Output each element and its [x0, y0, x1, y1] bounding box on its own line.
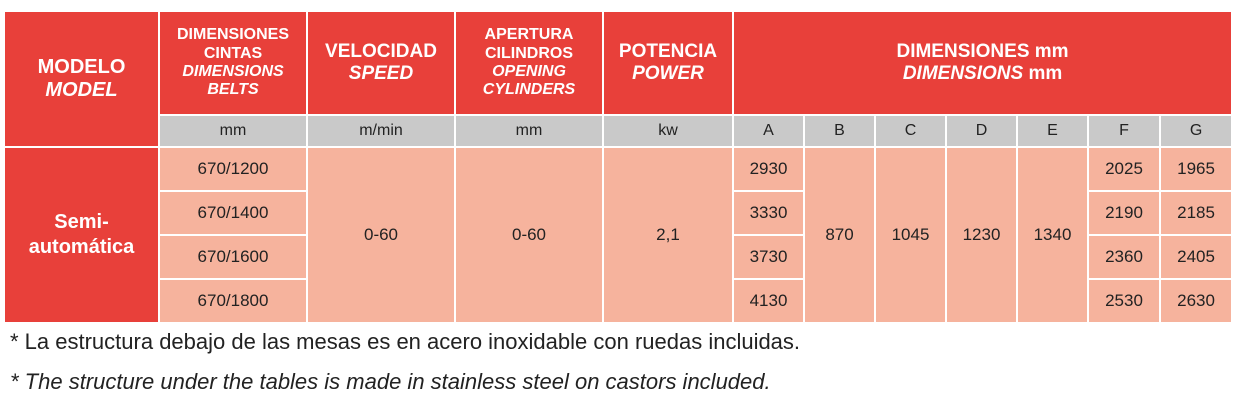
power-value-cell: 2,1: [602, 146, 734, 324]
model-name-line2: automática: [28, 236, 135, 258]
data-row: Semi- automática 670/1200 0-60 0-60 2,1 …: [3, 146, 1233, 324]
header-dimensions-en-word: DIMENSIONS: [902, 63, 1024, 84]
dim-f-cell: 2360: [1087, 234, 1161, 280]
header-model-es: MODELO: [37, 56, 126, 78]
header-opening-en-1: OPENING: [492, 63, 566, 80]
unit-opening: mm: [454, 114, 604, 148]
header-speed: VELOCIDAD SPEED: [306, 10, 456, 116]
dim-e-cell: 1340: [1016, 146, 1089, 324]
unit-dim-d: D: [945, 114, 1018, 148]
header-opening-es-1: APERTURA: [484, 26, 574, 44]
dim-g-cell: 2630: [1158, 278, 1233, 324]
model-name-cell: Semi- automática: [3, 146, 160, 324]
dim-f-cell: 2530: [1087, 278, 1161, 324]
unit-belts: mm: [158, 114, 308, 148]
model-name-line1: Semi-: [54, 211, 109, 233]
dim-g-cell: 1965: [1158, 146, 1233, 192]
dim-f-cell: 2190: [1087, 190, 1161, 236]
header-belts-en-2: BELTS: [207, 81, 259, 99]
header-speed-es: VELOCIDAD: [325, 41, 437, 63]
header-opening-en-2: CYLINDERS: [482, 81, 576, 99]
belt-size-cell: 670/1600: [158, 234, 308, 280]
header-power: POTENCIA POWER: [602, 10, 734, 116]
header-model: MODELO MODEL: [3, 10, 160, 148]
data-row: 670/1800 4130 2530 2630: [4, 278, 1233, 324]
header-belts: DIMENSIONES CINTAS DIMENSIONS BELTS: [158, 10, 308, 116]
dim-a-cell: 4130: [732, 278, 805, 324]
header-model-en: MODEL: [45, 79, 118, 101]
spec-table: MODELO MODEL DIMENSIONES CINTAS DIMENSIO…: [3, 10, 1233, 324]
header-dimensions-es: DIMENSIONES mm: [896, 41, 1069, 63]
unit-power: kw: [602, 114, 734, 148]
note-spanish: * La estructura debajo de las mesas es e…: [10, 329, 801, 354]
header-belts-es-2: CINTAS: [203, 44, 263, 62]
header-dimensions-en: DIMENSIONS mm: [734, 63, 1231, 85]
data-row: 670/1600 3730 2360 2405: [4, 234, 1233, 280]
unit-dim-g: G: [1158, 114, 1233, 148]
unit-speed: m/min: [306, 114, 456, 148]
dim-a-cell: 3330: [732, 190, 805, 236]
dim-f-cell: 2025: [1087, 146, 1161, 192]
unit-row: mm m/min mm kw A B C D E F G: [4, 114, 1233, 148]
header-opening-es-2: CILINDROS: [485, 44, 573, 62]
speed-value-cell: 0-60: [306, 146, 456, 324]
belt-size-cell: 670/1400: [158, 190, 308, 236]
header-speed-en: SPEED: [348, 63, 414, 84]
dim-a-cell: 3730: [732, 234, 805, 280]
note-english: * The structure under the tables is made…: [10, 369, 771, 394]
dim-b-cell: 870: [803, 146, 876, 324]
dim-d-cell: 1230: [945, 146, 1018, 324]
header-opening: APERTURA CILINDROS OPENING CYLINDERS: [454, 10, 604, 116]
data-row: 670/1400 3330 2190 2185: [4, 190, 1233, 236]
belt-size-cell: 670/1200: [158, 146, 308, 192]
unit-dim-e: E: [1016, 114, 1089, 148]
dim-a-cell: 2930: [732, 146, 805, 192]
header-belts-en-1: DIMENSIONS: [182, 63, 284, 80]
unit-dim-b: B: [803, 114, 876, 148]
header-row: MODELO MODEL DIMENSIONES CINTAS DIMENSIO…: [3, 10, 1233, 148]
opening-value-cell: 0-60: [454, 146, 604, 324]
dim-c-cell: 1045: [874, 146, 947, 324]
header-belts-es-1: DIMENSIONES: [176, 26, 289, 44]
unit-dim-c: C: [874, 114, 947, 148]
header-power-es: POTENCIA: [618, 41, 718, 63]
belt-size-cell: 670/1800: [158, 278, 308, 324]
dim-g-cell: 2405: [1158, 234, 1233, 280]
header-dimensions: DIMENSIONES mm DIMENSIONS mm: [731, 10, 1233, 116]
header-dimensions-en-unit: mm: [1023, 63, 1063, 84]
unit-dim-f: F: [1087, 114, 1161, 148]
dim-g-cell: 2185: [1158, 190, 1233, 236]
unit-dim-a: A: [732, 114, 805, 148]
header-power-en: POWER: [632, 63, 704, 84]
